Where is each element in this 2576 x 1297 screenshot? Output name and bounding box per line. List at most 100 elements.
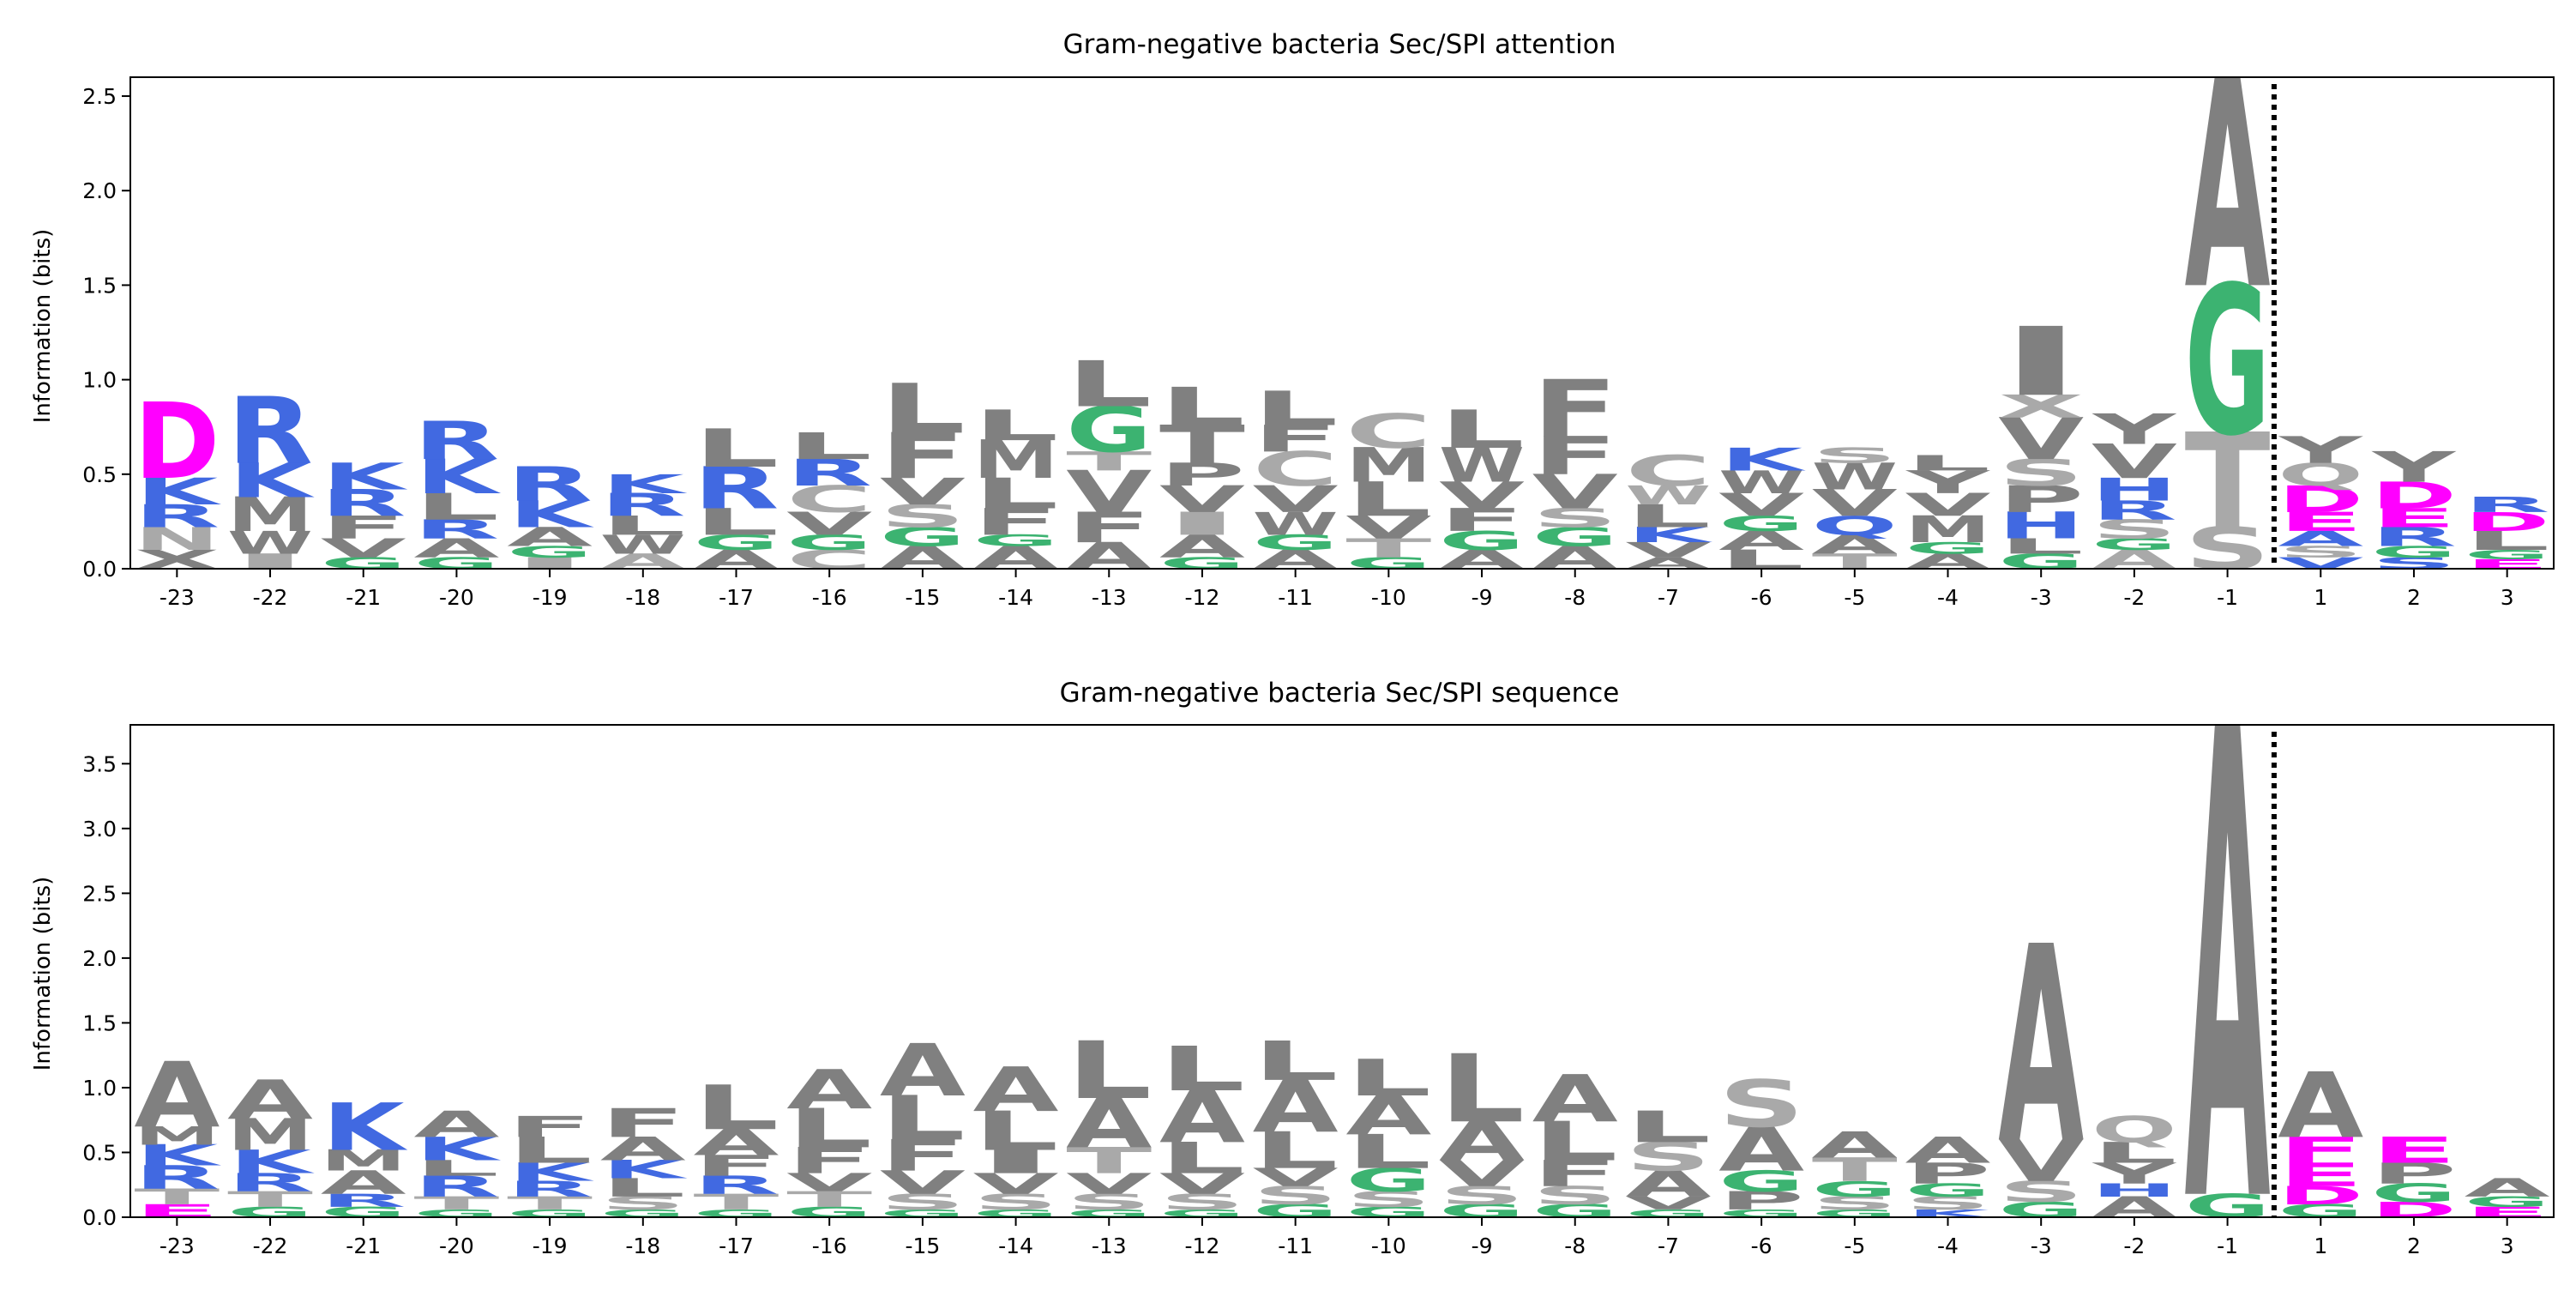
attention-logo-letter: L <box>694 418 779 479</box>
attention-logo-letter: V <box>1812 482 1899 525</box>
sequence-x-tick-label: -23 <box>159 1234 195 1258</box>
sequence-logo-letter: K <box>416 1130 502 1167</box>
attention-logo-letter: A <box>1532 540 1619 576</box>
sequence-logo-letter: T <box>694 1189 779 1214</box>
sequence-logo-letter: V <box>1066 1167 1152 1201</box>
sequence-logo-letter: F <box>507 1110 593 1143</box>
sequence-y-tick-label: 3.5 <box>82 751 117 776</box>
attention-logo-letter: Y <box>1905 464 1991 501</box>
attention-logo-letter: S <box>2371 554 2457 572</box>
sequence-logo-letter: S <box>1253 1181 1339 1210</box>
sequence-logo-letter: V <box>880 1164 966 1202</box>
sequence-x-tick-label: 2 <box>2407 1234 2421 1258</box>
sequence-letter-stacks: ETRKMAGTRKMAGRAMKGTRLKAGTRKLFGSLKAFGTRFA… <box>134 725 2550 1222</box>
sequence-logo-letter: E <box>2465 1203 2550 1221</box>
sequence-plot-frame <box>129 724 2555 1218</box>
attention-logo-letter: W <box>1625 480 1711 511</box>
sequence-logo-letter: A <box>1625 1163 1711 1205</box>
sequence-logo-letter: K <box>602 1155 688 1185</box>
attention-logo-letter: D <box>2278 479 2363 522</box>
sequence-y-tick-label: 3.0 <box>82 817 117 842</box>
sequence-logo-letter: L <box>1532 1111 1618 1173</box>
attention-y-tick-label: 2.5 <box>82 84 117 109</box>
attention-logo-letter: A <box>2091 545 2177 576</box>
attention-logo-letter: H <box>1998 505 2084 548</box>
attention-x-tick-label: 2 <box>2407 585 2421 610</box>
attention-x-tick-label: -11 <box>1278 585 1313 610</box>
attention-logo-letter: G <box>786 530 872 555</box>
sequence-logo-letter: A <box>1998 890 2084 1203</box>
sequence-logo-letter: G <box>321 1203 406 1221</box>
sequence-logo-letter: G <box>1345 1161 1431 1199</box>
attention-logo-letter: F <box>1532 364 1618 455</box>
attention-x-tick-label: -16 <box>812 585 847 610</box>
sequence-logo-letter: A <box>2278 1053 2363 1158</box>
attention-logo-panel: Gram-negative bacteria Sec/SPI attention… <box>30 29 2555 610</box>
sequence-logo-letter: A <box>1345 1084 1431 1147</box>
attention-logo-letter: I <box>227 549 313 573</box>
attention-logo-letter: K <box>1720 442 1806 479</box>
attention-x-tick-label: -1 <box>2217 585 2238 610</box>
attention-logo-letter: C <box>1253 442 1339 497</box>
attention-logo-title: Gram-negative bacteria Sec/SPI attention <box>1063 29 1616 60</box>
attention-logo-letter: S <box>1998 452 2084 495</box>
sequence-logo-letter: L <box>973 1101 1059 1163</box>
sequence-logo-letter: T <box>227 1186 313 1211</box>
attention-logo-letter: L <box>694 501 779 544</box>
sequence-logo-letter: G <box>1812 1176 1898 1201</box>
sequence-logo-letter: G <box>413 1208 499 1221</box>
attention-logo-letter: A <box>413 534 499 564</box>
sequence-logo-letter: S <box>1625 1134 1711 1180</box>
sequence-logo-letter: T <box>1812 1151 1898 1189</box>
sequence-x-tick-label: -13 <box>1092 1234 1127 1258</box>
sequence-logo-letter: A <box>1812 1125 1898 1167</box>
sequence-logo-letter: V <box>973 1167 1059 1201</box>
sequence-x-tick-label: -16 <box>812 1234 847 1258</box>
attention-logo-letter: A <box>507 522 593 553</box>
sequence-logo-letter: A <box>1439 1110 1525 1173</box>
attention-logo-letter: G <box>507 543 593 562</box>
attention-logo-letter: R <box>321 481 406 524</box>
attention-logo-letter: W <box>1253 506 1339 542</box>
attention-logo-letter: L <box>600 510 686 541</box>
sequence-logo-letter: L <box>600 1173 686 1203</box>
attention-logo-letter: G <box>973 531 1059 550</box>
sequence-logo-letter: R <box>413 1170 499 1203</box>
attention-logo-letter: X <box>1998 389 2084 425</box>
attention-logo-letter: G <box>1439 526 1525 556</box>
sequence-logo-letter: V <box>1439 1153 1525 1195</box>
attention-x-tick-label: -2 <box>2123 585 2145 610</box>
sequence-x-tick-label: -15 <box>905 1234 940 1258</box>
sequence-logo-letter: S <box>880 1189 966 1215</box>
sequence-logo-letter: E <box>134 1201 220 1222</box>
sequence-logo-letter: K <box>322 1090 408 1166</box>
attention-logo-letter: L <box>786 425 872 468</box>
attention-logo-letter: I <box>507 554 593 572</box>
attention-logo-letter: E <box>2371 503 2457 534</box>
attention-logo-letter: G <box>880 522 966 552</box>
sequence-logo-letter: A <box>973 1054 1059 1125</box>
attention-logo-letter: A <box>600 549 686 573</box>
attention-logo-letter: A <box>1066 534 1153 577</box>
sequence-logo-letter: M <box>134 1121 220 1150</box>
attention-logo-letter: V <box>1253 478 1339 521</box>
attention-logo-letter: V <box>1718 487 1805 524</box>
sequence-logo-letter: A <box>786 1059 872 1121</box>
sequence-logo-letter: K <box>136 1139 222 1173</box>
sequence-x-tick-label: -6 <box>1751 1234 1773 1258</box>
attention-logo-letter: F <box>321 510 406 546</box>
sequence-x-tick-label: -22 <box>253 1234 288 1258</box>
attention-logo-letter: X <box>134 545 220 575</box>
attention-logo-letter: D <box>2371 474 2457 517</box>
attention-logo-letter: R <box>600 486 686 523</box>
attention-letter-stacks: XNRKDIWMKRGVFRKGARLKRIGAKRAWLRKAGLRLCGVC… <box>134 77 2549 577</box>
sequence-logo-letter: L <box>413 1156 499 1181</box>
sequence-x-tick-label: -8 <box>1564 1234 1586 1258</box>
sequence-logo-letter: V <box>1625 1192 1712 1213</box>
sequence-logo-letter: R <box>227 1168 313 1197</box>
attention-logo-letter: G <box>1532 522 1618 552</box>
sequence-logo-letter: L <box>507 1130 593 1172</box>
sequence-logo-letter: T <box>134 1184 220 1209</box>
sequence-logo-letter: A <box>1066 1084 1152 1164</box>
attention-logo-letter: V <box>1905 487 1992 524</box>
